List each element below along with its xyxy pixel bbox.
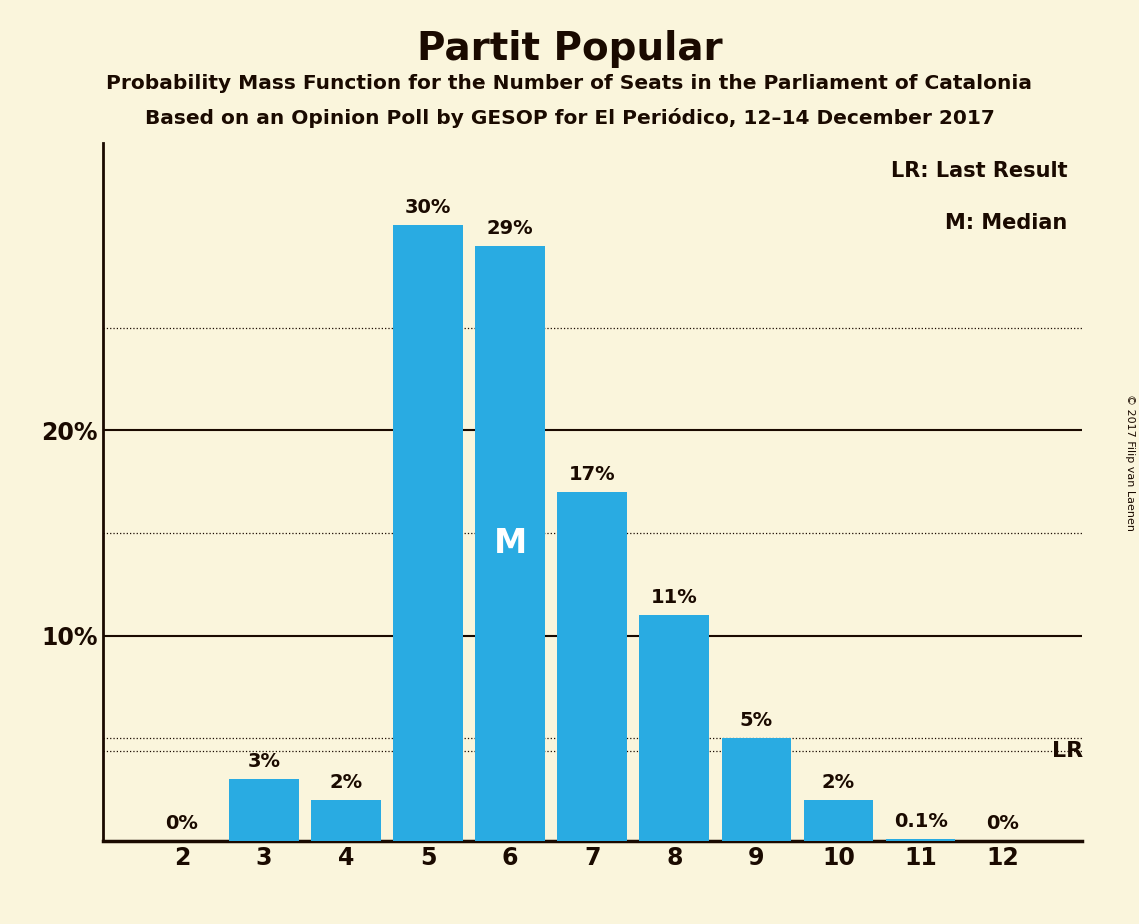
Text: 29%: 29% xyxy=(486,219,533,237)
Bar xyxy=(804,800,874,841)
Bar xyxy=(557,492,628,841)
Bar xyxy=(639,615,710,841)
Bar xyxy=(229,779,298,841)
Text: M: M xyxy=(493,527,527,560)
Text: LR: LR xyxy=(1052,740,1083,760)
Text: Partit Popular: Partit Popular xyxy=(417,30,722,67)
Bar xyxy=(393,225,464,841)
Text: 0.1%: 0.1% xyxy=(894,811,948,831)
Text: 30%: 30% xyxy=(405,198,451,217)
Text: Based on an Opinion Poll by GESOP for El Periódico, 12–14 December 2017: Based on an Opinion Poll by GESOP for El… xyxy=(145,108,994,128)
Text: 5%: 5% xyxy=(740,711,773,730)
Text: 17%: 17% xyxy=(570,465,615,484)
Text: 0%: 0% xyxy=(165,814,198,833)
Bar xyxy=(475,246,546,841)
Text: LR: Last Result: LR: Last Result xyxy=(891,161,1067,181)
Text: © 2017 Filip van Laenen: © 2017 Filip van Laenen xyxy=(1125,394,1134,530)
Text: M: Median: M: Median xyxy=(945,213,1067,233)
Text: 3%: 3% xyxy=(247,752,280,771)
Bar xyxy=(721,738,792,841)
Text: Probability Mass Function for the Number of Seats in the Parliament of Catalonia: Probability Mass Function for the Number… xyxy=(107,74,1032,93)
Text: 0%: 0% xyxy=(986,814,1019,833)
Text: 11%: 11% xyxy=(652,588,698,607)
Bar xyxy=(311,800,380,841)
Text: 2%: 2% xyxy=(329,772,362,792)
Text: 2%: 2% xyxy=(822,772,855,792)
Bar xyxy=(886,839,956,841)
